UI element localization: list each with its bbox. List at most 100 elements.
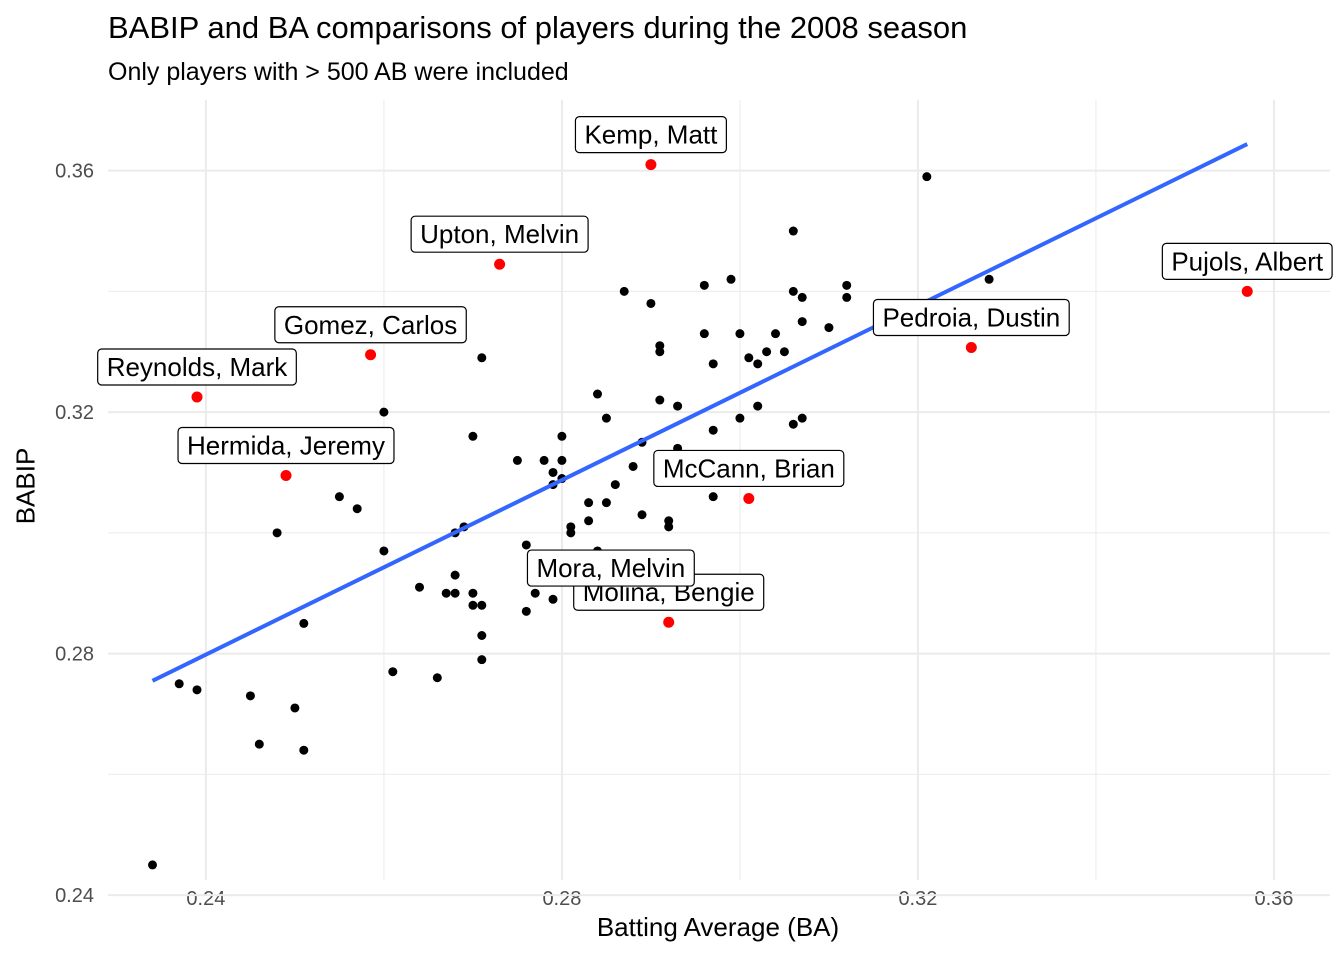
data-point xyxy=(548,467,558,477)
data-point xyxy=(842,280,852,290)
data-point xyxy=(512,455,522,465)
chart-title: BABIP and BA comparisons of players duri… xyxy=(108,10,968,45)
point-label: Gomez, Carlos xyxy=(274,306,467,344)
data-point xyxy=(735,329,745,339)
data-point xyxy=(753,401,763,411)
data-point xyxy=(254,739,264,749)
point-label-box xyxy=(177,426,395,465)
data-point xyxy=(148,860,158,870)
data-point xyxy=(797,292,807,302)
highlight-point xyxy=(645,159,657,171)
point-label: Hermida, Jeremy xyxy=(177,426,395,465)
data-point xyxy=(726,274,736,284)
x-tick-label: 0.36 xyxy=(1254,888,1293,910)
highlight-point xyxy=(494,258,506,270)
data-point xyxy=(797,317,807,327)
data-point xyxy=(708,492,718,502)
point-label: Pujols, Albert xyxy=(1161,242,1333,280)
trend-line xyxy=(151,142,1249,683)
point-label: McCann, Brian xyxy=(653,449,845,488)
y-tick-label: 0.24 xyxy=(55,885,94,907)
highlight-point xyxy=(1241,285,1253,297)
data-point xyxy=(619,286,629,296)
highlight-point xyxy=(965,342,977,354)
point-label-box xyxy=(274,306,467,344)
data-point xyxy=(601,498,611,508)
data-point xyxy=(530,588,540,598)
y-tick-label: 0.36 xyxy=(55,161,94,183)
point-label-box xyxy=(526,549,695,587)
data-point xyxy=(290,703,300,713)
data-point xyxy=(735,413,745,423)
highlight-point xyxy=(365,349,377,361)
data-point xyxy=(584,516,594,526)
data-point xyxy=(388,667,398,677)
data-point xyxy=(922,172,932,182)
point-label-box xyxy=(653,449,845,488)
data-point xyxy=(984,274,994,284)
point-label: Upton, Melvin xyxy=(410,215,589,253)
data-point xyxy=(771,329,781,339)
data-point xyxy=(521,606,531,616)
point-label-text: Kemp, Matt xyxy=(584,120,718,150)
data-point xyxy=(415,582,425,592)
point-label-box xyxy=(410,215,589,253)
data-point xyxy=(468,431,478,441)
data-point xyxy=(593,389,603,399)
data-point xyxy=(245,691,255,701)
highlight-point xyxy=(191,391,203,403)
data-point xyxy=(708,425,718,435)
x-tick-label: 0.32 xyxy=(898,888,937,910)
data-point xyxy=(788,286,798,296)
data-point xyxy=(450,588,460,598)
point-label-box xyxy=(97,348,297,386)
data-point xyxy=(762,347,772,357)
data-point xyxy=(379,546,389,556)
highlight-point xyxy=(663,616,675,628)
data-point xyxy=(468,600,478,610)
highlight-point xyxy=(743,492,755,504)
data-point xyxy=(450,570,460,580)
point-label: Kemp, Matt xyxy=(574,115,727,154)
data-point xyxy=(699,329,709,339)
data-point xyxy=(557,431,567,441)
data-point xyxy=(584,498,594,508)
data-point xyxy=(352,504,362,514)
data-point xyxy=(521,540,531,550)
highlight-point xyxy=(280,470,292,482)
data-point xyxy=(788,226,798,236)
data-point xyxy=(779,347,789,357)
data-point xyxy=(655,395,665,405)
point-label-text: Hermida, Jeremy xyxy=(187,431,385,461)
data-point xyxy=(842,292,852,302)
point-label-text: Mora, Melvin xyxy=(536,553,685,583)
data-point xyxy=(299,745,309,755)
data-point xyxy=(637,510,647,520)
data-point xyxy=(664,522,674,532)
data-point xyxy=(708,359,718,369)
y-axis-label: BABIP xyxy=(10,447,41,525)
data-point xyxy=(699,280,709,290)
data-point xyxy=(646,298,656,308)
data-point xyxy=(744,353,754,363)
y-tick-label: 0.28 xyxy=(55,644,94,666)
data-point xyxy=(824,323,834,333)
point-label-text: McCann, Brian xyxy=(663,453,835,483)
data-point xyxy=(753,359,763,369)
data-point xyxy=(477,630,487,640)
data-point xyxy=(548,594,558,604)
point-label-box xyxy=(872,298,1070,337)
data-point xyxy=(477,353,487,363)
point-label-text: Pujols, Albert xyxy=(1171,246,1324,276)
x-tick-label: 0.24 xyxy=(186,888,225,910)
data-point xyxy=(539,455,549,465)
data-point xyxy=(628,461,638,471)
data-point xyxy=(601,413,611,423)
data-point xyxy=(441,588,451,598)
data-point xyxy=(192,685,202,695)
data-point xyxy=(477,600,487,610)
data-point xyxy=(566,528,576,538)
data-point xyxy=(610,480,620,490)
data-point xyxy=(655,347,665,357)
